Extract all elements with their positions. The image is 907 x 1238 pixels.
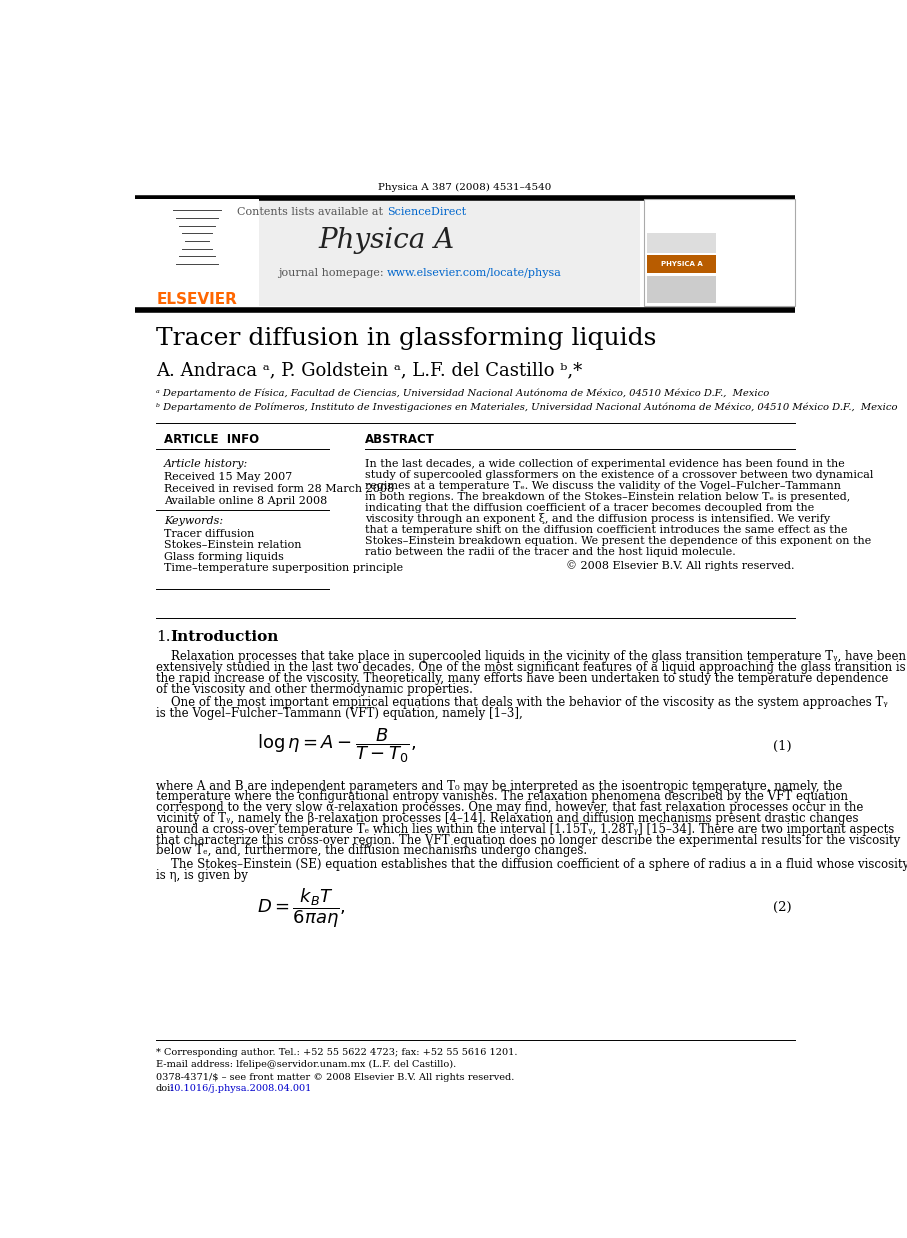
Text: indicating that the diffusion coefficient of a tracer becomes decoupled from the: indicating that the diffusion coefficien… [366, 503, 814, 513]
Text: Available online 8 April 2008: Available online 8 April 2008 [164, 496, 327, 506]
Text: 10.1016/j.physa.2008.04.001: 10.1016/j.physa.2008.04.001 [169, 1084, 312, 1093]
Text: around a cross-over temperature Tₑ which lies within the interval [1.15Tᵧ, 1.28T: around a cross-over temperature Tₑ which… [156, 823, 894, 836]
Text: ABSTRACT: ABSTRACT [366, 433, 435, 446]
Text: PHYSICA A: PHYSICA A [660, 261, 702, 267]
Text: (2): (2) [773, 901, 792, 915]
Text: Tracer diffusion: Tracer diffusion [164, 529, 254, 539]
Text: journal homepage:: journal homepage: [278, 269, 387, 279]
Text: of the viscosity and other thermodynamic properties.: of the viscosity and other thermodynamic… [156, 682, 473, 696]
Text: that a temperature shift on the diffusion coefficient introduces the same effect: that a temperature shift on the diffusio… [366, 525, 848, 535]
Text: Physica A: Physica A [319, 228, 455, 255]
Text: in both regions. The breakdown of the Stokes–Einstein relation below Tₑ is prese: in both regions. The breakdown of the St… [366, 491, 851, 503]
Text: Tracer diffusion in glassforming liquids: Tracer diffusion in glassforming liquids [156, 327, 657, 350]
Text: E-mail address: lfelipe@servidor.unam.mx (L.F. del Castillo).: E-mail address: lfelipe@servidor.unam.mx… [156, 1060, 456, 1068]
Text: Physica A 387 (2008) 4531–4540: Physica A 387 (2008) 4531–4540 [377, 182, 551, 192]
Text: ScienceDirect: ScienceDirect [387, 208, 466, 218]
Text: where A and B are independent parameters and T₀ may be interpreted as the isoent: where A and B are independent parameters… [156, 780, 843, 792]
Text: Introduction: Introduction [171, 630, 279, 644]
Text: Stokes–Einstein breakdown equation. We present the dependence of this exponent o: Stokes–Einstein breakdown equation. We p… [366, 536, 872, 546]
Text: correspond to the very slow α-relaxation processes. One may find, however, that : correspond to the very slow α-relaxation… [156, 801, 863, 815]
Text: ᵃ Departamento de Física, Facultad de Ciencias, Universidad Nacional Autónoma de: ᵃ Departamento de Física, Facultad de Ci… [156, 389, 769, 399]
Text: One of the most important empirical equations that deals with the behavior of th: One of the most important empirical equa… [156, 697, 888, 709]
Text: vicinity of Tᵧ, namely the β-relaxation processes [4–14]. Relaxation and diffusi: vicinity of Tᵧ, namely the β-relaxation … [156, 812, 859, 825]
Text: 0378-4371/$ – see front matter © 2008 Elsevier B.V. All rights reserved.: 0378-4371/$ – see front matter © 2008 El… [156, 1073, 514, 1082]
Text: The Stokes–Einstein (SE) equation establishes that the diffusion coefficient of : The Stokes–Einstein (SE) equation establ… [156, 858, 907, 872]
Text: (1): (1) [773, 739, 792, 753]
Text: is η, is given by: is η, is given by [156, 869, 248, 881]
FancyBboxPatch shape [135, 198, 639, 307]
Text: In the last decades, a wide collection of experimental evidence has been found i: In the last decades, a wide collection o… [366, 459, 845, 469]
Text: the rapid increase of the viscosity. Theoretically, many efforts have been under: the rapid increase of the viscosity. The… [156, 672, 888, 685]
Text: viscosity through an exponent ξ, and the diffusion process is intensified. We ve: viscosity through an exponent ξ, and the… [366, 514, 831, 525]
Text: © 2008 Elsevier B.V. All rights reserved.: © 2008 Elsevier B.V. All rights reserved… [566, 561, 795, 571]
Text: A. Andraca ᵃ, P. Goldstein ᵃ, L.F. del Castillo ᵇ,*: A. Andraca ᵃ, P. Goldstein ᵃ, L.F. del C… [156, 361, 582, 379]
Text: Received 15 May 2007: Received 15 May 2007 [164, 472, 292, 482]
Text: 1.: 1. [156, 630, 171, 644]
Text: Keywords:: Keywords: [164, 516, 223, 526]
Text: is the Vogel–Fulcher–Tammann (VFT) equation, namely [1–3],: is the Vogel–Fulcher–Tammann (VFT) equat… [156, 707, 522, 721]
Text: Relaxation processes that take place in supercooled liquids in the vicinity of t: Relaxation processes that take place in … [156, 650, 906, 664]
Text: * Corresponding author. Tel.: +52 55 5622 4723; fax: +52 55 5616 1201.: * Corresponding author. Tel.: +52 55 562… [156, 1049, 518, 1057]
FancyBboxPatch shape [644, 198, 795, 307]
FancyBboxPatch shape [648, 255, 716, 274]
Text: $D = \dfrac{k_B T}{6\pi a\eta},$: $D = \dfrac{k_B T}{6\pi a\eta},$ [257, 886, 346, 930]
FancyBboxPatch shape [648, 276, 716, 302]
Text: ELSEVIER: ELSEVIER [157, 292, 238, 307]
Text: Article history:: Article history: [164, 459, 248, 469]
Text: extensively studied in the last two decades. One of the most significant feature: extensively studied in the last two deca… [156, 661, 905, 673]
Text: www.elsevier.com/locate/physa: www.elsevier.com/locate/physa [387, 269, 561, 279]
Text: ratio between the radii of the tracer and the host liquid molecule.: ratio between the radii of the tracer an… [366, 547, 736, 557]
Text: $\log \eta = A - \dfrac{B}{T - T_0},$: $\log \eta = A - \dfrac{B}{T - T_0},$ [257, 727, 416, 765]
Text: below Tₑ, and, furthermore, the diffusion mechanisms undergo changes.: below Tₑ, and, furthermore, the diffusio… [156, 844, 587, 857]
Text: Stokes–Einstein relation: Stokes–Einstein relation [164, 540, 301, 550]
Text: ARTICLE  INFO: ARTICLE INFO [164, 433, 258, 446]
Text: temperature where the configurational entropy vanishes. The relaxation phenomena: temperature where the configurational en… [156, 790, 848, 803]
Text: study of supercooled glassformers on the existence of a crossover between two dy: study of supercooled glassformers on the… [366, 470, 873, 480]
Text: Glass forming liquids: Glass forming liquids [164, 552, 284, 562]
FancyBboxPatch shape [648, 233, 716, 253]
Text: Time–temperature superposition principle: Time–temperature superposition principle [164, 563, 403, 573]
Text: Contents lists available at: Contents lists available at [238, 208, 387, 218]
Text: Received in revised form 28 March 2008: Received in revised form 28 March 2008 [164, 484, 394, 494]
Text: ᵇ Departamento de Polímeros, Instituto de Investigaciones en Materiales, Univers: ᵇ Departamento de Polímeros, Instituto d… [156, 402, 898, 412]
FancyBboxPatch shape [135, 198, 259, 307]
Text: doi:: doi: [156, 1084, 174, 1093]
Text: that characterize this cross-over region. The VFT equation does no longer descri: that characterize this cross-over region… [156, 833, 901, 847]
Text: regimes at a temperature Tₑ. We discuss the validity of the Vogel–Fulcher–Tamman: regimes at a temperature Tₑ. We discuss … [366, 482, 842, 491]
